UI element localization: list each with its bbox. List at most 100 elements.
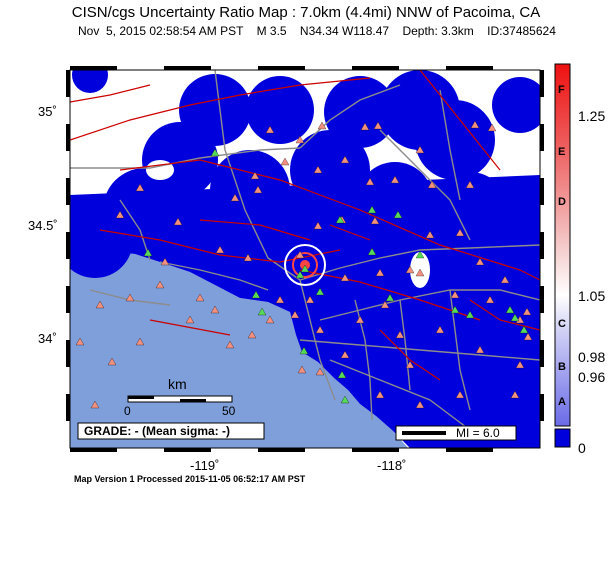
station-marker: [215, 245, 225, 254]
station-marker: [251, 290, 261, 299]
station-marker: [455, 390, 465, 399]
station-marker: [335, 215, 345, 224]
station-marker: [143, 248, 153, 257]
station-marker: [523, 332, 533, 341]
station-marker: [265, 125, 275, 134]
station-marker: [370, 216, 380, 225]
station-marker: [305, 295, 315, 304]
station-marker: [95, 300, 105, 309]
station-marker: [280, 157, 290, 166]
station-marker: [300, 264, 310, 273]
station-marker: [299, 346, 309, 355]
colorbar-tick-3: 0.98: [578, 349, 606, 365]
station-marker: [225, 340, 235, 349]
station-marker: [210, 305, 220, 314]
station-marker: [173, 217, 183, 226]
station-marker: [373, 121, 383, 130]
colorbar-letter-a: A: [558, 396, 566, 408]
station-marker: [340, 273, 350, 282]
station-marker: [317, 121, 327, 130]
scale-unit: km: [168, 376, 187, 392]
frame-tick: [352, 66, 399, 70]
station-marker: [510, 390, 520, 399]
station-marker: [395, 330, 405, 339]
station-marker: [425, 230, 435, 239]
station-marker: [253, 185, 263, 194]
lat-label-34-5: 34.5˚: [28, 218, 58, 233]
frame-tick: [66, 124, 70, 151]
roads: [70, 70, 540, 431]
frame-tick: [446, 66, 493, 70]
station-marker: [315, 367, 325, 376]
station-marker: [107, 357, 117, 366]
station-marker: [485, 295, 495, 304]
station-marker: [505, 305, 515, 314]
frame-tick: [66, 232, 70, 259]
event-coords: N34.34 W118.47: [299, 24, 390, 38]
colorbar-tick-2: 1.05: [578, 288, 606, 304]
station-marker: [360, 122, 370, 131]
colorbar-tick-5: 0: [578, 440, 586, 456]
station-marker: [75, 337, 85, 346]
frame-tick: [540, 124, 544, 151]
lat-label-34: 34˚: [38, 331, 57, 346]
mi-legend-line: [402, 431, 446, 435]
frame-tick: [66, 394, 70, 421]
frame-tick: [66, 178, 70, 205]
station-marker: [367, 247, 377, 256]
mi-legend-text: MI = 6.0: [456, 426, 500, 440]
station-marker: [315, 287, 325, 296]
station-marker: [515, 360, 525, 369]
station-marker: [415, 400, 425, 409]
station-marker: [297, 365, 307, 374]
colorbar-letter-d: D: [558, 196, 566, 208]
station-marker: [450, 290, 460, 299]
colorbar-letter-b: B: [558, 361, 566, 373]
station-marker: [265, 315, 275, 324]
station-marker: [90, 400, 100, 409]
station-marker: [435, 325, 445, 334]
grade-text: GRADE: - (Mean sigma: -): [84, 424, 231, 438]
mi-legend-box: [395, 425, 517, 441]
station-marker: [380, 300, 390, 309]
station-marker: [385, 293, 395, 302]
station-marker: [295, 250, 305, 259]
epicenter-star: [284, 244, 326, 286]
lat-label-35: 35˚: [38, 104, 57, 119]
frame-tick: [66, 340, 70, 367]
station-marker: [230, 193, 240, 202]
station-marker: [315, 325, 325, 334]
frame-tick: [164, 448, 211, 452]
frame-tick: [540, 232, 544, 259]
frame-tick: [164, 66, 211, 70]
event-date: Nov 5, 2015 02:58:54 AM PST: [78, 24, 244, 38]
station-marker: [185, 315, 195, 324]
station-marker: [313, 221, 323, 230]
station-marker: [522, 307, 532, 316]
frame-tick: [70, 66, 117, 70]
station-marker: [475, 257, 485, 266]
station-marker: [195, 293, 205, 302]
frame-tick: [70, 448, 117, 452]
frame-tick: [540, 178, 544, 205]
station-marker: [160, 257, 170, 266]
station-marker: [455, 228, 465, 237]
station-marker: [405, 265, 415, 274]
colorbar-letter-f: F: [558, 84, 565, 96]
colorbar-letter-e: E: [558, 146, 566, 158]
frame-tick: [540, 286, 544, 313]
station-marker: [135, 337, 145, 346]
station-marker: [340, 395, 350, 404]
station-marker: [465, 310, 475, 319]
station-marker: [470, 120, 480, 129]
station-marker: [405, 360, 415, 369]
station-marker: [375, 390, 385, 399]
station-marker: [500, 275, 510, 284]
station-marker: [355, 315, 365, 324]
station-marker: [275, 295, 285, 304]
map-title: CISN/cgs Uncertainty Ratio Map : 7.0km (…: [71, 4, 541, 21]
grade-box: [77, 422, 265, 440]
station-marker: [510, 313, 520, 322]
